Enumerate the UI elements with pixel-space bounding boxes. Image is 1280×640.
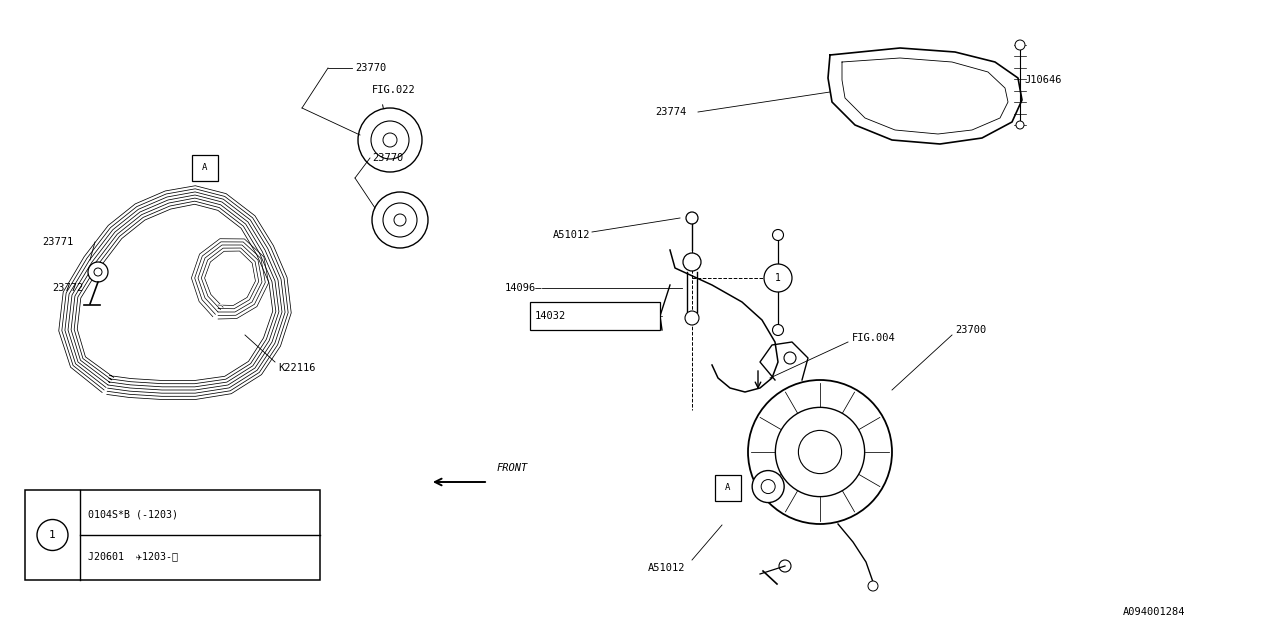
FancyBboxPatch shape [192, 155, 218, 181]
Text: 23774: 23774 [655, 107, 686, 117]
Circle shape [88, 262, 108, 282]
Circle shape [686, 212, 698, 224]
Circle shape [776, 408, 865, 497]
Text: 23770: 23770 [355, 63, 387, 73]
Circle shape [1015, 40, 1025, 50]
Text: 14096—: 14096— [506, 283, 543, 293]
Circle shape [1016, 121, 1024, 129]
Text: 23771: 23771 [42, 237, 73, 247]
Circle shape [394, 214, 406, 226]
Text: 1: 1 [776, 273, 781, 283]
Text: FRONT: FRONT [497, 463, 529, 473]
Circle shape [748, 380, 892, 524]
Text: K22116: K22116 [278, 363, 315, 373]
Text: A: A [726, 483, 731, 493]
Text: A: A [202, 163, 207, 173]
Circle shape [383, 203, 417, 237]
Polygon shape [61, 192, 292, 392]
Text: 23772: 23772 [52, 283, 83, 293]
Circle shape [780, 560, 791, 572]
Bar [530, 302, 660, 330]
Text: A094001284: A094001284 [1123, 607, 1185, 617]
Text: 14032: 14032 [535, 311, 566, 321]
Circle shape [93, 268, 102, 276]
Text: 23770: 23770 [372, 153, 403, 163]
Circle shape [383, 133, 397, 147]
Circle shape [762, 479, 776, 493]
Circle shape [685, 311, 699, 325]
Text: A51012: A51012 [553, 230, 590, 240]
Circle shape [372, 192, 428, 248]
Circle shape [753, 470, 785, 502]
Bar [26, 490, 320, 580]
Polygon shape [68, 195, 282, 390]
Text: 23700: 23700 [955, 325, 987, 335]
Circle shape [868, 581, 878, 591]
Circle shape [764, 264, 792, 292]
Circle shape [358, 108, 422, 172]
Circle shape [773, 230, 783, 241]
Text: 0104S*B (-1203): 0104S*B (-1203) [88, 509, 178, 519]
Polygon shape [206, 252, 255, 307]
Polygon shape [198, 245, 262, 312]
Circle shape [37, 520, 68, 550]
Text: J10646: J10646 [1024, 75, 1061, 85]
Circle shape [799, 430, 842, 474]
Circle shape [684, 253, 701, 271]
Circle shape [783, 352, 796, 364]
Text: FIG.022: FIG.022 [372, 85, 416, 95]
Circle shape [773, 324, 783, 335]
FancyBboxPatch shape [716, 475, 741, 501]
Text: A51012: A51012 [648, 563, 686, 573]
Circle shape [371, 121, 410, 159]
Text: 1: 1 [49, 530, 56, 540]
Text: J20601  ✈1203-〉: J20601 ✈1203-〉 [88, 550, 178, 561]
Text: FIG.004: FIG.004 [852, 333, 896, 343]
Polygon shape [78, 205, 271, 379]
